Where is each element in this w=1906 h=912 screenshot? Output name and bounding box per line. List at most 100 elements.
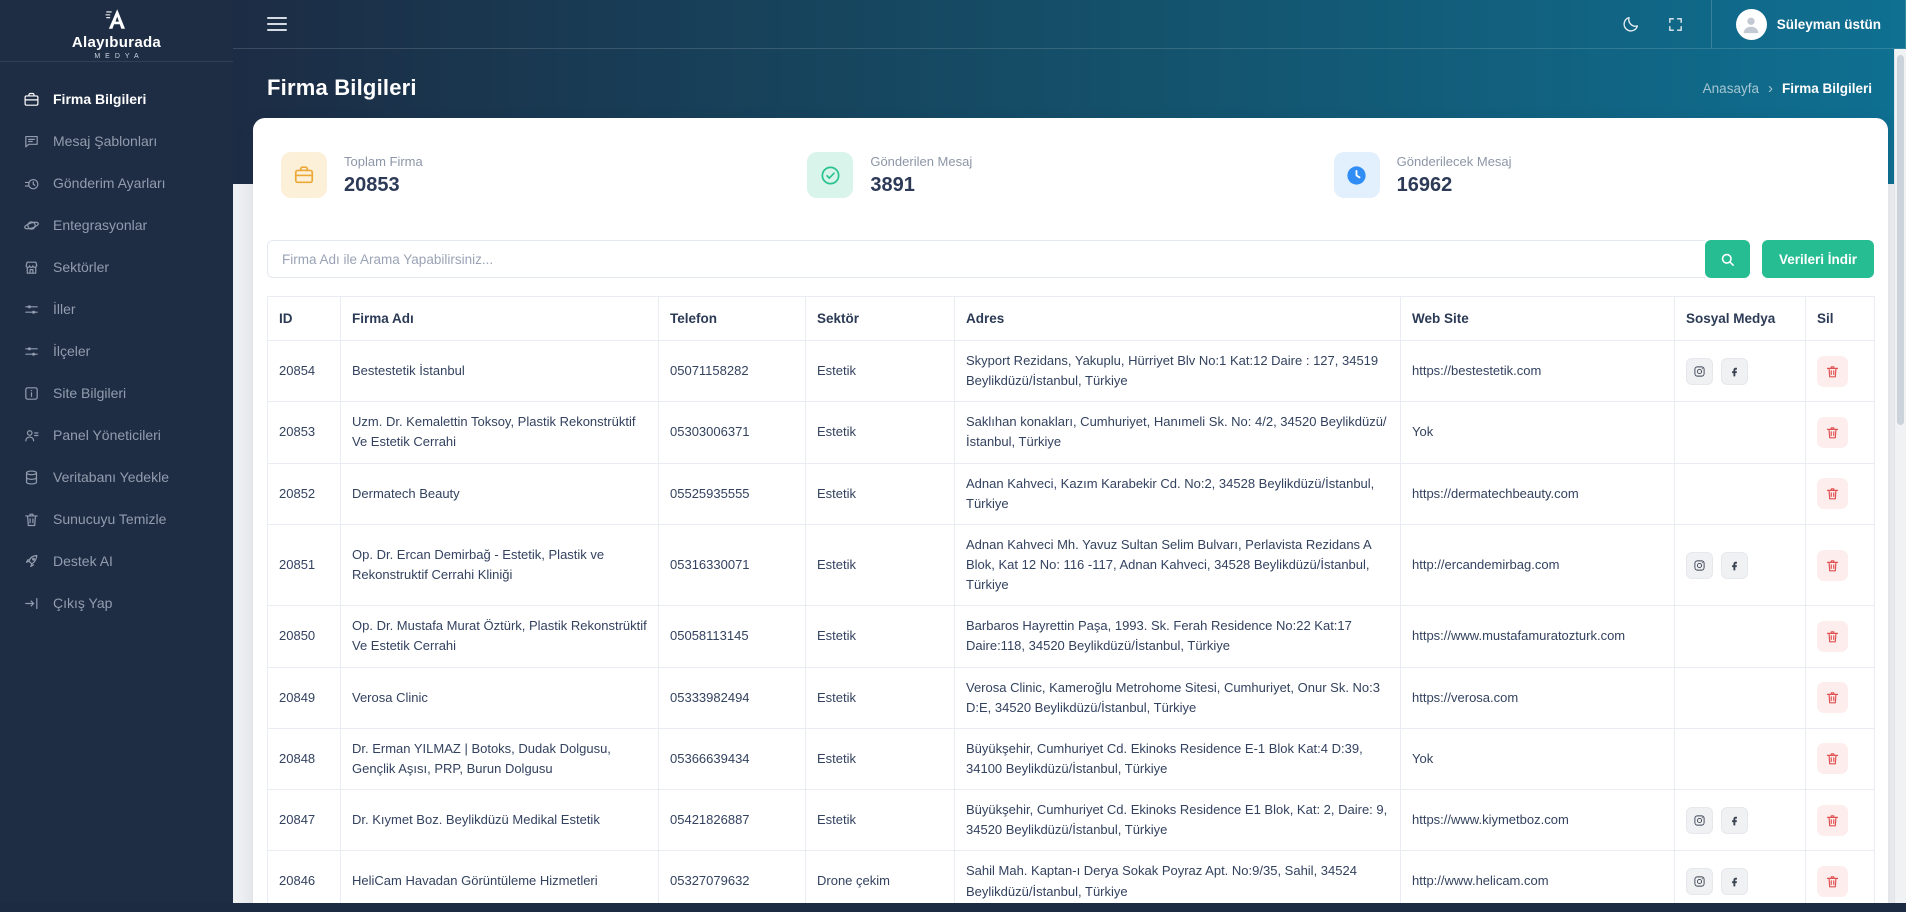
cell-sector: Estetik xyxy=(805,666,955,729)
cell-phone: 05333982494 xyxy=(658,666,806,729)
sidebar-item-5[interactable]: İller xyxy=(0,288,233,330)
sidebar-item-label: İlçeler xyxy=(53,343,91,359)
page-scrollbar xyxy=(1894,49,1906,912)
scrollbar-thumb[interactable] xyxy=(1897,55,1904,425)
delete-trash-icon xyxy=(1825,751,1840,766)
delete-button[interactable] xyxy=(1817,743,1848,775)
sidebar-item-11[interactable]: Destek AI xyxy=(0,540,233,582)
cell-sector: Drone çekim xyxy=(805,850,955,912)
cell-delete xyxy=(1805,401,1875,464)
column-header: Telefon xyxy=(658,296,806,341)
companies-table: ID Firma Adı Telefon Sektör Adres Web Site Sos… xyxy=(267,296,1875,912)
sidebar-toggle-icon[interactable] xyxy=(267,13,287,35)
table-row: 20852 Dermatech Beauty 05525935555 Estetik A… xyxy=(267,462,1875,525)
breadcrumb-home-link[interactable]: Anasayfa xyxy=(1702,80,1759,96)
sidebar-item-label: Firma Bilgileri xyxy=(53,91,147,107)
stat-pending-messages: Gönderilecek Mesaj 16962 xyxy=(1333,152,1860,198)
sidebar-item-label: Destek AI xyxy=(53,553,113,569)
stat-value: 20853 xyxy=(344,173,400,196)
sidebar-item-9[interactable]: Veritabanı Yedekle xyxy=(0,456,233,498)
facebook-button[interactable] xyxy=(1721,551,1748,579)
cell-website: https://www.mustafamuratozturk.com xyxy=(1400,605,1675,668)
sidebar-item-0[interactable]: Firma Bilgileri xyxy=(0,78,233,120)
sidebar-item-8[interactable]: Panel Yöneticileri xyxy=(0,414,233,456)
cell-phone: 05366639434 xyxy=(658,727,806,791)
sidebar-item-12[interactable]: Çıkış Yap xyxy=(0,582,233,624)
speed-icon xyxy=(23,175,40,192)
database-icon xyxy=(23,469,40,486)
download-data-button[interactable]: Verileri İndir xyxy=(1761,240,1874,278)
cell-website: https://dermatechbeauty.com xyxy=(1400,462,1675,525)
sidebar-item-label: Çıkış Yap xyxy=(53,595,113,611)
chevron-right-icon: › xyxy=(1767,79,1773,97)
cell-phone: 05071158282 xyxy=(658,339,806,403)
cell-website: http://www.helicam.com xyxy=(1400,850,1675,912)
instagram-button[interactable] xyxy=(1686,806,1713,834)
search-input[interactable] xyxy=(267,240,1705,278)
delete-trash-icon xyxy=(1825,690,1840,705)
cell-address: Sahil Mah. Kaptan-ı Derya Sokak Poyraz A… xyxy=(954,850,1401,912)
dark-mode-moon-icon[interactable] xyxy=(1622,15,1640,33)
table-row: 20850 Op. Dr. Mustafa Murat Öztürk, Plast… xyxy=(267,605,1875,668)
delete-button[interactable] xyxy=(1817,549,1848,581)
cell-phone: 05421826887 xyxy=(658,789,806,852)
cell-website: https://bestestetik.com xyxy=(1400,339,1675,403)
cell-social xyxy=(1674,605,1806,668)
brand-subtitle: MEDYA xyxy=(94,52,144,60)
sidebar-item-label: İller xyxy=(53,301,76,317)
cell-social xyxy=(1674,727,1806,791)
stat-label: Toplam Firma xyxy=(344,153,423,169)
facebook-button[interactable] xyxy=(1721,357,1748,385)
cell-website: Yok xyxy=(1400,727,1675,791)
cell-firm-name: Verosa Clinic xyxy=(340,666,659,729)
cell-website: https://www.kiymetboz.com xyxy=(1400,789,1675,852)
briefcase-icon xyxy=(23,91,40,108)
stat-value: 3891 xyxy=(870,173,915,196)
brand-logo[interactable]: Alayıburada MEDYA xyxy=(0,0,233,62)
cell-id: 20847 xyxy=(267,789,341,852)
delete-trash-icon xyxy=(1825,813,1840,828)
delete-button[interactable] xyxy=(1817,478,1848,510)
facebook-button[interactable] xyxy=(1721,806,1748,834)
stat-label: Gönderilen Mesaj xyxy=(870,153,973,169)
sidebar-item-4[interactable]: Sektörler xyxy=(0,246,233,288)
delete-trash-icon xyxy=(1825,364,1840,379)
brand-a-icon xyxy=(102,6,132,32)
check-circle-icon xyxy=(807,152,854,198)
cell-website: Yok xyxy=(1400,401,1675,464)
user-menu[interactable]: Süleyman üstün xyxy=(1710,0,1906,48)
cell-delete xyxy=(1805,523,1875,607)
fullscreen-icon[interactable] xyxy=(1667,16,1684,33)
instagram-button[interactable] xyxy=(1686,551,1713,579)
sidebar-item-10[interactable]: Sunucuyu Temizle xyxy=(0,498,233,540)
delete-button[interactable] xyxy=(1817,804,1848,836)
cell-id: 20849 xyxy=(267,666,341,729)
search-bar: Verileri İndir xyxy=(267,240,1874,278)
instagram-button[interactable] xyxy=(1686,868,1713,896)
sidebar-item-3[interactable]: Entegrasyonlar xyxy=(0,204,233,246)
delete-button[interactable] xyxy=(1817,866,1848,898)
sliders-icon xyxy=(23,343,40,360)
sidebar-item-6[interactable]: İlçeler xyxy=(0,330,233,372)
sidebar-item-2[interactable]: Gönderim Ayarları xyxy=(0,162,233,204)
delete-button[interactable] xyxy=(1817,620,1848,652)
stat-value: 16962 xyxy=(1396,173,1453,196)
table-row: 20851 Op. Dr. Ercan Demirbağ - Estetik, P… xyxy=(267,523,1875,607)
rocket-icon xyxy=(23,553,40,570)
sidebar: Alayıburada MEDYA Firma Bilgileri Mesaj Ş… xyxy=(0,0,233,912)
cell-website: http://ercandemirbag.com xyxy=(1400,523,1675,607)
facebook-button[interactable] xyxy=(1721,868,1748,896)
sidebar-item-1[interactable]: Mesaj Şablonları xyxy=(0,120,233,162)
delete-button[interactable] xyxy=(1817,682,1848,714)
cell-firm-name: Dr. Kıymet Boz. Beylikdüzü Medikal Estet… xyxy=(340,789,659,852)
table-row: 20853 Uzm. Dr. Kemalettin Toksoy, Plastik… xyxy=(267,401,1875,464)
delete-button[interactable] xyxy=(1817,416,1848,448)
instagram-button[interactable] xyxy=(1686,357,1713,385)
cell-address: Verosa Clinic, Kameroğlu Metrohome Sites… xyxy=(954,666,1401,729)
sidebar-item-7[interactable]: Site Bilgileri xyxy=(0,372,233,414)
cell-social xyxy=(1674,789,1806,852)
search-button[interactable] xyxy=(1704,240,1750,278)
facebook-icon xyxy=(1728,559,1741,572)
facebook-icon xyxy=(1728,875,1741,888)
delete-button[interactable] xyxy=(1817,355,1848,387)
